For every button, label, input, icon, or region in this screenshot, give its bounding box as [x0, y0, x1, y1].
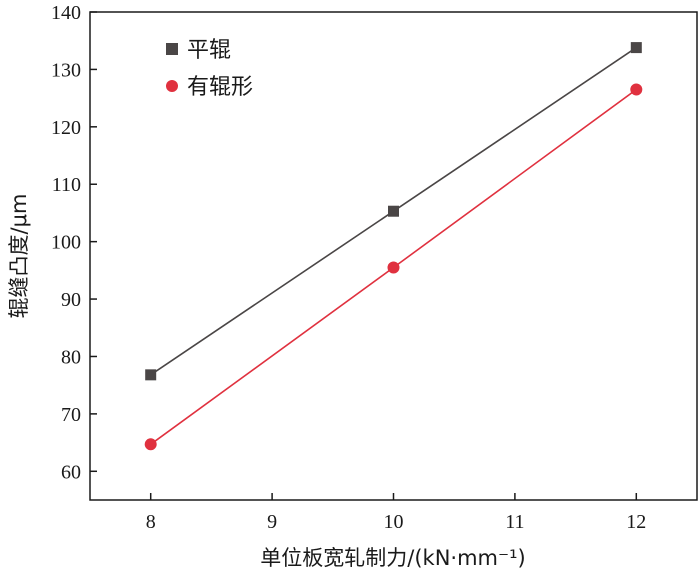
data-point	[145, 369, 157, 381]
series-layer	[144, 42, 643, 451]
x-tick-label: 11	[505, 511, 524, 533]
x-axis-title: 单位板宽轧制力/(kN·mm⁻¹)	[260, 546, 525, 570]
data-point	[388, 205, 399, 217]
x-tick-label: 9	[267, 511, 277, 533]
data-point	[630, 83, 643, 96]
data-point	[387, 261, 400, 274]
legend-marker	[166, 80, 178, 92]
plot-frame	[89, 11, 698, 501]
legend-marker	[166, 43, 178, 55]
legend-label: 平辊	[187, 38, 231, 63]
data-point	[144, 438, 157, 451]
x-tick-label: 10	[384, 511, 404, 533]
y-tick-label: 120	[51, 117, 81, 139]
y-axis-title: 辊缝凸度/μm	[7, 194, 31, 319]
x-axis: 8 9 10 11 12	[146, 493, 646, 533]
y-tick-label: 70	[61, 404, 81, 426]
y-tick-label: 130	[51, 59, 81, 81]
y-tick-label: 110	[52, 174, 81, 196]
y-axis: 60 70 80 90 100 110 120 130 140	[51, 2, 97, 483]
data-point	[630, 42, 642, 54]
x-tick-label: 8	[146, 511, 156, 533]
legend-label: 有辊形	[187, 75, 253, 100]
y-tick-label: 60	[61, 461, 81, 483]
y-tick-label: 90	[61, 289, 81, 311]
y-tick-label: 100	[51, 232, 81, 254]
y-tick-label: 80	[61, 346, 81, 368]
y-tick-label: 140	[51, 2, 81, 24]
x-tick-label: 12	[626, 511, 646, 533]
